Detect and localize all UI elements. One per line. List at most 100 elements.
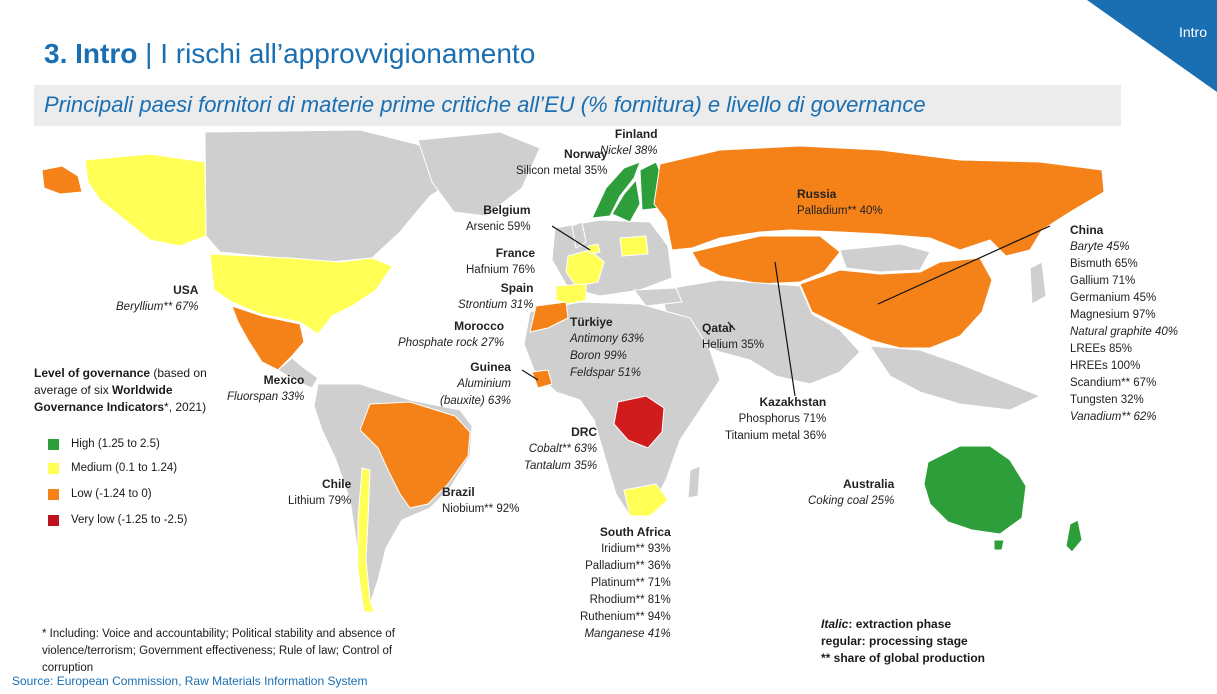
label-drc: DRC Cobalt** 63% Tantalum 35% bbox=[524, 424, 597, 475]
legend-swatch bbox=[48, 488, 59, 500]
title-rest: I rischi all’approvvigionamento bbox=[160, 38, 536, 69]
label-item: Titanium metal 36% bbox=[725, 430, 827, 442]
legend-item-high: High (1.25 to 2.5) bbox=[48, 438, 160, 450]
label-name: Kazakhstan bbox=[759, 395, 827, 409]
leader-belgium bbox=[551, 225, 591, 251]
label-item: Feldspar 51% bbox=[570, 367, 641, 379]
label-kazakhstan: Kazakhstan Phosphorus 71% Titanium metal… bbox=[725, 394, 826, 445]
label-item: Vanadium** 62% bbox=[1070, 411, 1157, 423]
label-usa: USA Beryllium** 67% bbox=[116, 282, 198, 316]
leader-guinea bbox=[521, 369, 539, 381]
label-item: Phosphate rock 27% bbox=[398, 337, 505, 349]
label-item: (bauxite) 63% bbox=[440, 395, 511, 407]
label-spain: Spain Strontium 31% bbox=[458, 280, 533, 314]
label-item: Antimony 63% bbox=[570, 333, 645, 345]
label-item: Iridium** 93% bbox=[601, 543, 671, 555]
label-item: Niobium** 92% bbox=[442, 503, 520, 515]
label-item: Baryte 45% bbox=[1070, 241, 1130, 253]
label-item: Bismuth 65% bbox=[1070, 258, 1138, 270]
country-australia bbox=[923, 445, 1027, 535]
label-item: LREEs 85% bbox=[1070, 343, 1133, 355]
title-bold: 3. Intro bbox=[44, 38, 138, 69]
label-name: Türkiye bbox=[570, 315, 613, 329]
label-belgium: Belgium Arsenic 59% bbox=[466, 202, 531, 236]
country-central-america bbox=[277, 357, 319, 389]
label-item: Boron 99% bbox=[570, 350, 627, 362]
label-name: Belgium bbox=[483, 203, 531, 217]
label-item: Tantalum 35% bbox=[524, 460, 598, 472]
country-new-zealand bbox=[1065, 519, 1083, 553]
world-map bbox=[41, 129, 1105, 613]
leader-china bbox=[877, 225, 1051, 305]
country-chile bbox=[357, 467, 375, 613]
label-item: Palladium** 40% bbox=[797, 205, 883, 217]
legend-item-low: Low (-1.24 to 0) bbox=[48, 488, 152, 500]
country-russia bbox=[653, 145, 1105, 257]
label-item: Beryllium** 67% bbox=[116, 301, 199, 313]
label-name: Brazil bbox=[442, 485, 475, 499]
subtitle-bar bbox=[34, 85, 1121, 126]
label-china: China Baryte 45% Bismuth 65% Gallium 71%… bbox=[1070, 222, 1178, 426]
country-japan bbox=[1029, 261, 1047, 305]
label-turkiye: Türkiye Antimony 63% Boron 99% Feldspar … bbox=[570, 314, 644, 382]
label-name: Australia bbox=[842, 477, 895, 491]
label-name: Chile bbox=[321, 477, 352, 491]
leader-kazakhstan bbox=[774, 261, 796, 397]
country-usa bbox=[209, 253, 393, 335]
label-guinea: Guinea Aluminium (bauxite) 63% bbox=[440, 359, 511, 410]
label-item: Strontium 31% bbox=[458, 299, 534, 311]
leader-qatar bbox=[727, 321, 736, 331]
country-south-africa bbox=[623, 483, 669, 517]
label-name: Morocco bbox=[454, 319, 505, 333]
label-item: Gallium 71% bbox=[1070, 275, 1136, 287]
label-item: Manganese 41% bbox=[584, 628, 671, 640]
label-morocco: Morocco Phosphate rock 27% bbox=[398, 318, 504, 352]
label-name: South Africa bbox=[599, 525, 671, 539]
label-item: Cobalt** 63% bbox=[528, 443, 598, 455]
country-morocco bbox=[529, 301, 569, 333]
label-item: Aluminium bbox=[457, 378, 511, 390]
country-belgium bbox=[587, 243, 601, 255]
corner-tab bbox=[1087, 0, 1217, 92]
country-mongolia bbox=[839, 243, 931, 273]
label-item: Nickel 38% bbox=[600, 145, 658, 157]
label-item: Scandium** 67% bbox=[1070, 377, 1157, 389]
country-turkiye bbox=[633, 287, 683, 307]
label-item: Platinum** 71% bbox=[590, 577, 671, 589]
label-item: Ruthenium** 94% bbox=[580, 611, 671, 623]
label-name: Finland bbox=[614, 127, 658, 141]
country-spain bbox=[555, 283, 587, 305]
legend-title-bold-2: Worldwide Governance Indicators bbox=[34, 383, 173, 414]
legend-title-rest-2: *, 2021) bbox=[164, 400, 207, 414]
legend-swatch bbox=[48, 462, 59, 474]
country-guinea bbox=[531, 369, 553, 389]
key-note-line-2: regular: processing stage bbox=[821, 634, 968, 648]
label-australia: Australia Coking coal 25% bbox=[808, 476, 894, 510]
label-qatar: Qatar Helium 35% bbox=[702, 320, 764, 354]
legend-title: Level of governance (based on average of… bbox=[34, 365, 224, 416]
country-se-asia bbox=[869, 345, 1041, 411]
country-alaska bbox=[41, 165, 83, 195]
footnote: * Including: Voice and accountability; P… bbox=[42, 628, 395, 674]
label-item: Palladium** 36% bbox=[585, 560, 671, 572]
legend-swatch bbox=[48, 438, 59, 450]
legend-item-very-low: Very low (-1.25 to -2.5) bbox=[48, 514, 187, 526]
label-item: Germanium 45% bbox=[1070, 292, 1157, 304]
legend-label: Low (-1.24 to 0) bbox=[71, 488, 152, 500]
label-item: Hafnium 76% bbox=[466, 264, 536, 276]
country-norway bbox=[591, 161, 641, 219]
country-sweden bbox=[611, 179, 641, 223]
label-chile: Chile Lithium 79% bbox=[288, 476, 351, 510]
key-note-line-1: Italic: extraction phase bbox=[821, 617, 952, 631]
label-name: Spain bbox=[500, 281, 534, 295]
label-name: China bbox=[1070, 223, 1104, 237]
label-russia: Russia Palladium** 40% bbox=[797, 186, 883, 220]
label-item: Magnesium 97% bbox=[1070, 309, 1156, 321]
label-item: Rhodium** 81% bbox=[589, 594, 671, 606]
country-tasmania bbox=[993, 539, 1005, 551]
label-item: Coking coal 25% bbox=[808, 495, 895, 507]
label-mexico: Mexico Fluorspan 33% bbox=[227, 372, 304, 406]
country-canada-yellow bbox=[84, 153, 207, 247]
label-item: Lithium 79% bbox=[288, 495, 352, 507]
legend-title-bold-1: Level of governance bbox=[34, 366, 151, 380]
